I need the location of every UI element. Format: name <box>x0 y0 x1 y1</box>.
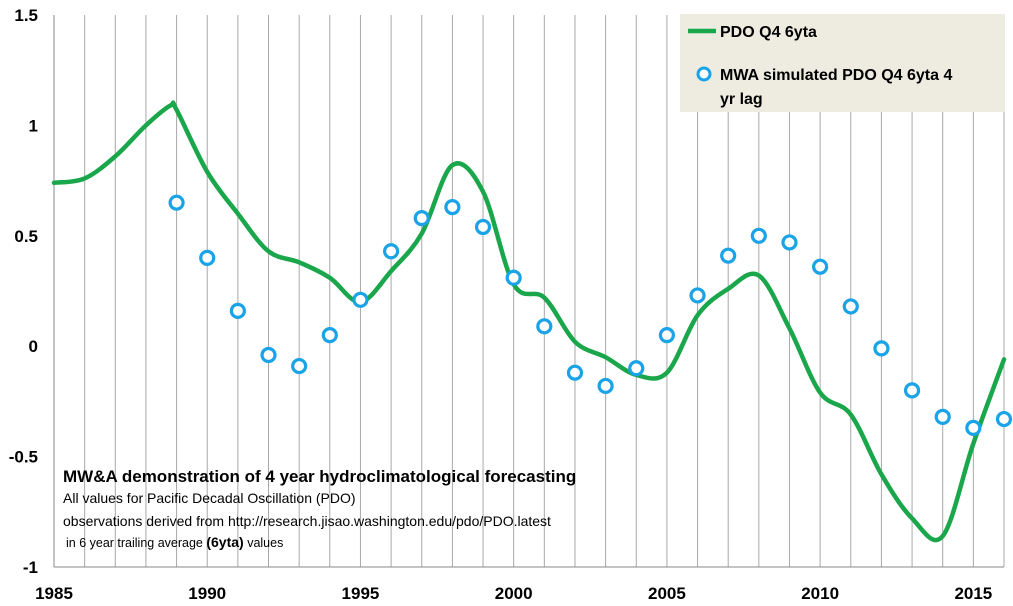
marker-2006 <box>689 287 706 304</box>
marker-1989 <box>168 194 185 211</box>
marker-2012 <box>873 340 890 357</box>
annotation-line-2: observations derived from http://researc… <box>63 513 551 529</box>
marker-1995 <box>352 291 369 308</box>
x-tick-label: 1985 <box>35 584 73 603</box>
annotation-line-3-prefix: in 6 year trailing average <box>66 536 206 550</box>
y-tick-labels: 1.5 1 0.5 0 -0.5 -1 <box>9 6 38 577</box>
series-markers-mwa-simulated <box>168 194 1013 436</box>
legend-label-mwa-line2: yr lag <box>720 91 763 108</box>
marker-2008 <box>750 227 767 244</box>
y-tick-label: 1 <box>29 116 38 135</box>
x-tick-label: 1995 <box>342 584 380 603</box>
marker-2016 <box>995 410 1013 428</box>
series-line-pdo-q4-6yta <box>51 100 1007 543</box>
marker-2010 <box>812 258 829 275</box>
marker-2000 <box>505 269 522 286</box>
marker-1992 <box>260 346 277 364</box>
legend: PDO Q4 6yta MWA simulated PDO Q4 6yta 4 … <box>680 14 1005 112</box>
x-tick-label: 2015 <box>954 584 992 603</box>
marker-1991 <box>229 302 246 319</box>
marker-1996 <box>382 243 400 260</box>
marker-1998 <box>444 198 461 216</box>
marker-2004 <box>628 360 645 377</box>
marker-2011 <box>842 298 859 315</box>
marker-2013 <box>903 382 921 399</box>
marker-2015 <box>965 419 982 436</box>
marker-2009 <box>781 234 798 251</box>
marker-2014 <box>934 408 951 425</box>
x-tick-label: 2005 <box>648 584 686 603</box>
marker-1994 <box>321 327 338 344</box>
marker-1997 <box>413 210 430 227</box>
y-tick-label: 1.5 <box>14 6 38 25</box>
marker-2003 <box>597 377 614 395</box>
y-tick-label: 0.5 <box>14 227 38 246</box>
x-tick-label: 2000 <box>495 584 533 603</box>
y-tick-label: -0.5 <box>9 448 38 467</box>
legend-box <box>680 14 1005 112</box>
legend-label-mwa: MWA simulated PDO Q4 6yta 4 <box>720 67 952 84</box>
x-tick-label: 2010 <box>801 584 839 603</box>
annotation-block: MW&A demonstration of 4 year hydroclimat… <box>63 467 576 550</box>
marker-2007 <box>720 247 737 264</box>
annotation-line-3: in 6 year trailing average (6yta) values <box>66 534 283 550</box>
annotation-line-3-bold: (6yta) <box>206 534 243 550</box>
annotation-line-3-suffix: values <box>244 536 284 550</box>
x-tick-label: 1990 <box>188 584 226 603</box>
marker-2005 <box>658 327 676 344</box>
y-tick-label: 0 <box>29 337 38 356</box>
legend-label-pdo: PDO Q4 6yta <box>720 24 817 41</box>
marker-1993 <box>291 357 308 375</box>
marker-2002 <box>566 364 584 381</box>
marker-1999 <box>474 218 492 236</box>
legend-marker-swatch <box>696 66 712 82</box>
x-tick-labels: 1985 1990 1995 2000 2005 2010 2015 <box>35 584 992 603</box>
annotation-title: MW&A demonstration of 4 year hydroclimat… <box>63 467 576 486</box>
annotation-line-1: All values for Pacific Decadal Oscillati… <box>63 490 356 506</box>
marker-1990 <box>199 249 216 266</box>
y-tick-label: -1 <box>23 558 38 577</box>
vertical-gridlines <box>84 15 1005 567</box>
marker-2001 <box>536 318 553 335</box>
